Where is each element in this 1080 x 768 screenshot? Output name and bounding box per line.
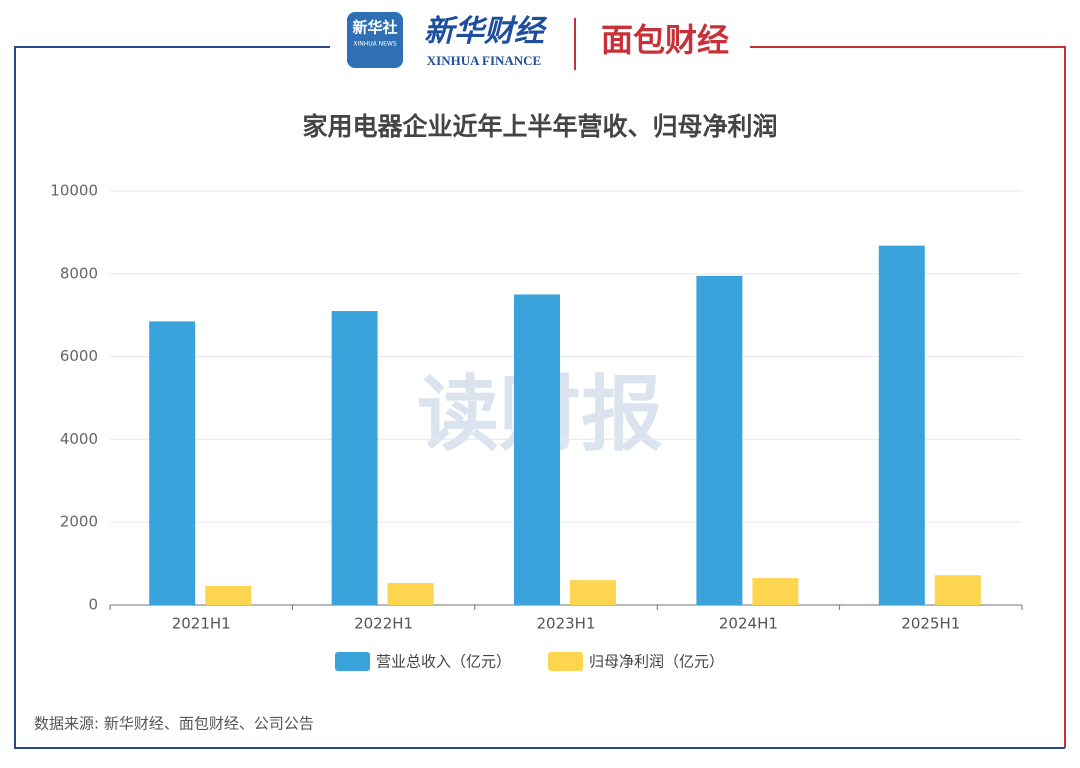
finance-logo-en: XINHUA FINANCE — [427, 53, 541, 68]
bar — [205, 585, 252, 605]
bar — [570, 580, 616, 605]
news-logo-icon — [347, 12, 403, 68]
bar — [514, 294, 560, 605]
chart-title: 家用电器企业近年上半年营收、归母净利润 — [302, 112, 777, 141]
bar — [331, 311, 378, 605]
x-tick-label: 2025H1 — [901, 615, 960, 633]
frame-right — [750, 46, 1066, 748]
news-logo-en: XINHUA NEWS — [353, 41, 396, 48]
bar — [752, 578, 799, 605]
y-tick-label: 8000 — [60, 264, 98, 282]
y-tick-label: 10000 — [50, 182, 98, 200]
bar — [387, 583, 434, 605]
frame-left — [14, 46, 1065, 749]
x-tick-label: 2024H1 — [719, 615, 778, 633]
legend-label: 营业总收入（亿元） — [376, 653, 511, 671]
source-note: 数据来源: 新华财经、面包财经、公司公告 — [34, 715, 314, 733]
y-tick-label: 4000 — [60, 430, 98, 448]
x-tick-label: 2021H1 — [172, 615, 231, 633]
legend-label: 归母净利润（亿元） — [589, 653, 724, 671]
y-tick-label: 6000 — [60, 347, 98, 365]
bar — [878, 245, 925, 605]
legend-swatch — [548, 652, 583, 671]
finance-logo: 新华财经 — [424, 14, 548, 49]
y-tick-label: 2000 — [60, 513, 98, 531]
x-tick-label: 2022H1 — [354, 615, 413, 633]
bar — [696, 275, 743, 605]
news-logo: 新华社 — [352, 19, 397, 37]
y-tick-label: 0 — [88, 596, 98, 614]
bar — [149, 321, 196, 605]
bread-logo: 面包财经 — [601, 21, 729, 59]
bar — [934, 575, 981, 605]
x-tick-label: 2023H1 — [537, 615, 596, 633]
legend-swatch — [335, 652, 370, 671]
